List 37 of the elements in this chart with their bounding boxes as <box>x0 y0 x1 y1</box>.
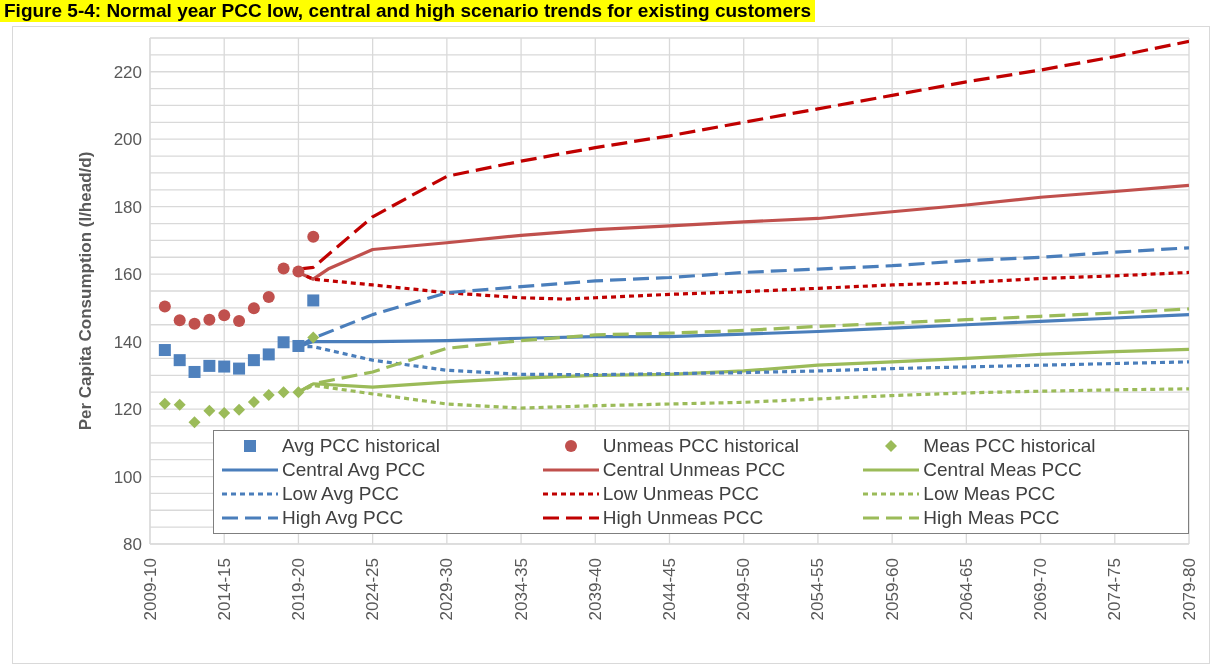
x-tick-label: 2059-60 <box>882 558 902 621</box>
legend-label: Unmeas PCC historical <box>602 435 800 457</box>
legend-label: High Avg PCC <box>282 507 404 529</box>
legend-label: Low Unmeas PCC <box>602 483 759 505</box>
x-tick-label: 2039-40 <box>585 558 605 621</box>
x-tick-label: 2029-30 <box>437 558 457 621</box>
y-tick-label: 200 <box>113 130 142 150</box>
x-tick-label: 2019-20 <box>288 558 308 621</box>
legend-label: Low Avg PCC <box>282 483 399 505</box>
x-tick-label: 2049-50 <box>734 558 754 621</box>
y-tick-label: 120 <box>113 400 142 420</box>
y-tick-label: 220 <box>113 62 142 82</box>
y-tick-label: 100 <box>113 467 142 487</box>
legend-label: Avg PCC historical <box>282 435 441 457</box>
y-tick-label: 140 <box>113 332 142 352</box>
legend-label: Central Meas PCC <box>923 459 1082 481</box>
y-tick-label: 160 <box>113 265 142 285</box>
legend-label: Meas PCC historical <box>923 435 1096 457</box>
x-tick-label: 2054-55 <box>808 558 828 621</box>
x-tick-label: 2014-15 <box>214 558 234 621</box>
legend-label: Central Unmeas PCC <box>602 459 786 481</box>
y-axis-title: Per Capita Consumption (l/head/d) <box>76 151 96 431</box>
y-tick-label: 80 <box>123 535 142 555</box>
legend-label: Central Avg PCC <box>282 459 426 481</box>
x-tick-label: 2034-35 <box>511 558 531 621</box>
legend-label: Low Meas PCC <box>923 483 1056 505</box>
x-tick-label: 2079-80 <box>1179 558 1199 621</box>
x-tick-label: 2074-75 <box>1105 558 1125 621</box>
legend-label: High Unmeas PCC <box>602 507 764 529</box>
chart-title: Figure 5-4: Normal year PCC low, central and high scenario trends for existing customers <box>0 0 815 22</box>
legend-label: High Meas PCC <box>923 507 1060 529</box>
x-tick-label: 2044-45 <box>660 558 679 621</box>
x-tick-label: 2024-25 <box>363 558 383 621</box>
x-tick-label: 2009-10 <box>140 558 160 621</box>
x-tick-label: 2064-65 <box>956 558 976 621</box>
x-tick-label: 2069-70 <box>1031 558 1051 621</box>
y-tick-label: 180 <box>113 197 142 217</box>
